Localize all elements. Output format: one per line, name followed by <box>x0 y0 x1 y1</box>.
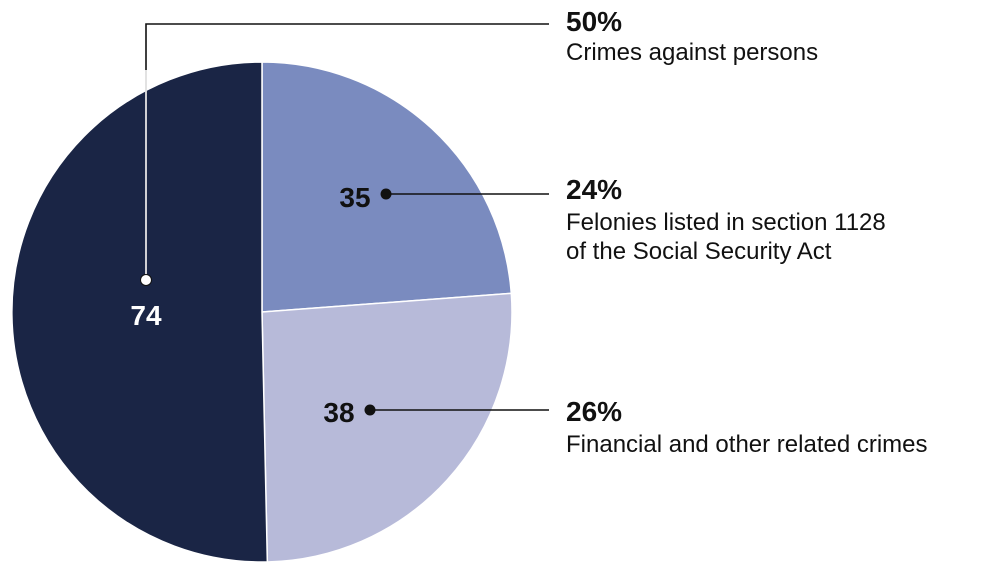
callout-dot <box>140 274 152 286</box>
slice-category-label: of the Social Security Act <box>566 238 832 265</box>
slice-value-label: 74 <box>130 300 162 331</box>
slice-percent-label: 26% <box>566 396 622 427</box>
slice-category-label: Felonies listed in section 1128 <box>566 209 886 236</box>
slice-percent-label: 50% <box>566 6 622 37</box>
pie-slice-crimes-against-persons <box>11 61 269 563</box>
pie-slice-financial-and-other-related-crimes <box>261 292 513 563</box>
callout-dot <box>364 404 376 416</box>
slice-percent-label: 24% <box>566 174 622 205</box>
slice-category-label: Crimes against persons <box>566 39 818 66</box>
callout-dot <box>380 188 392 200</box>
slice-value-label: 38 <box>323 397 354 428</box>
slice-category-label: Financial and other related crimes <box>566 431 928 458</box>
pie-slices: 35 38 74 <box>11 61 513 563</box>
pie-slice-felonies-listed-in-section-1128 <box>261 61 513 313</box>
slice-value-label: 35 <box>339 182 370 213</box>
